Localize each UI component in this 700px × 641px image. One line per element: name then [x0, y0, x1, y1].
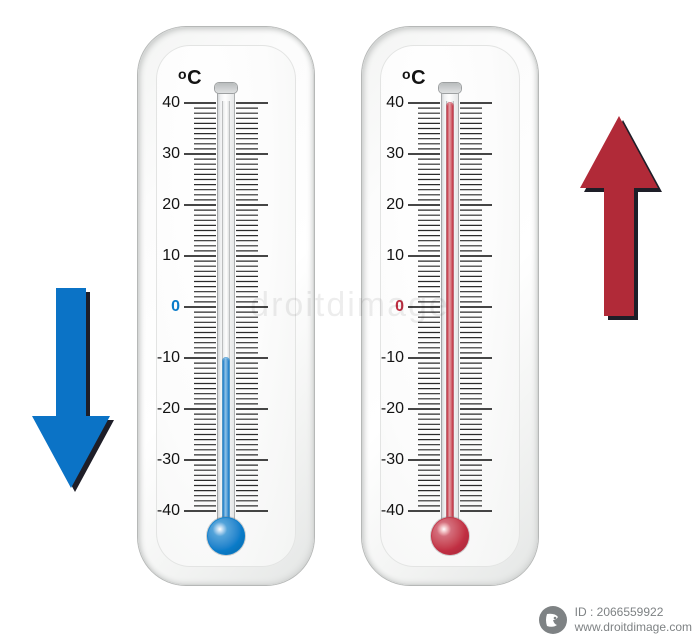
thermometer-bulb: [431, 517, 469, 555]
scale-label: 30: [386, 145, 404, 163]
scale-label: -20: [157, 400, 180, 418]
scale-label: -30: [157, 451, 180, 469]
glass-tube: [441, 85, 459, 535]
glass-tube: [217, 85, 235, 535]
infographic-stage: oC 40 30 20 10 0 -10 -20 -30 -40 oC 40 30 20 10 0 -10…: [0, 0, 700, 641]
scale-label: -10: [157, 349, 180, 367]
arrow-down-icon: [32, 288, 110, 488]
scale-label: 0: [395, 298, 404, 316]
mercury-fluid: [447, 103, 453, 535]
image-id-value: 2066559922: [597, 605, 664, 619]
arrow-shape: [32, 288, 110, 488]
provider-logo-icon: [539, 606, 567, 634]
thermometer-bulb: [207, 517, 245, 555]
thermometer-hot: oC 40 30 20 10 0 -10 -20 -30 -40: [362, 27, 538, 585]
arrow-up-icon: [580, 116, 658, 316]
tube-cap: [439, 83, 461, 93]
arrow-shape: [580, 116, 658, 316]
scale-label: -20: [381, 400, 404, 418]
scale-label: 20: [386, 196, 404, 214]
scale-label: 30: [162, 145, 180, 163]
scale-label: -40: [381, 502, 404, 520]
mercury-fluid: [223, 358, 229, 535]
attribution-meta: ID : 2066559922 www.droitdimage.com: [575, 605, 692, 635]
image-id-label: ID :: [575, 605, 594, 619]
tube-cap: [215, 83, 237, 93]
scale-label: 10: [162, 247, 180, 265]
scale-label: -30: [381, 451, 404, 469]
unit-label: oC: [178, 67, 202, 90]
scale-label: -40: [157, 502, 180, 520]
scale-label: 20: [162, 196, 180, 214]
scale-label: 0: [171, 298, 180, 316]
unit-text: C: [187, 67, 202, 89]
scale-label: 40: [386, 94, 404, 112]
attribution-footer: ID : 2066559922 www.droitdimage.com: [539, 605, 692, 635]
scale-label: 40: [162, 94, 180, 112]
unit-label: oC: [402, 67, 426, 90]
scale-area: 403020100-10-20-30-40: [138, 103, 314, 511]
scale-area: 403020100-10-20-30-40: [362, 103, 538, 511]
site-url: www.droitdimage.com: [575, 620, 692, 635]
unit-text: C: [411, 67, 426, 89]
scale-label: -10: [381, 349, 404, 367]
scale-label: 10: [386, 247, 404, 265]
image-id-line: ID : 2066559922: [575, 605, 692, 620]
thermometer-cold: oC 40 30 20 10 0 -10 -20 -30 -40: [138, 27, 314, 585]
